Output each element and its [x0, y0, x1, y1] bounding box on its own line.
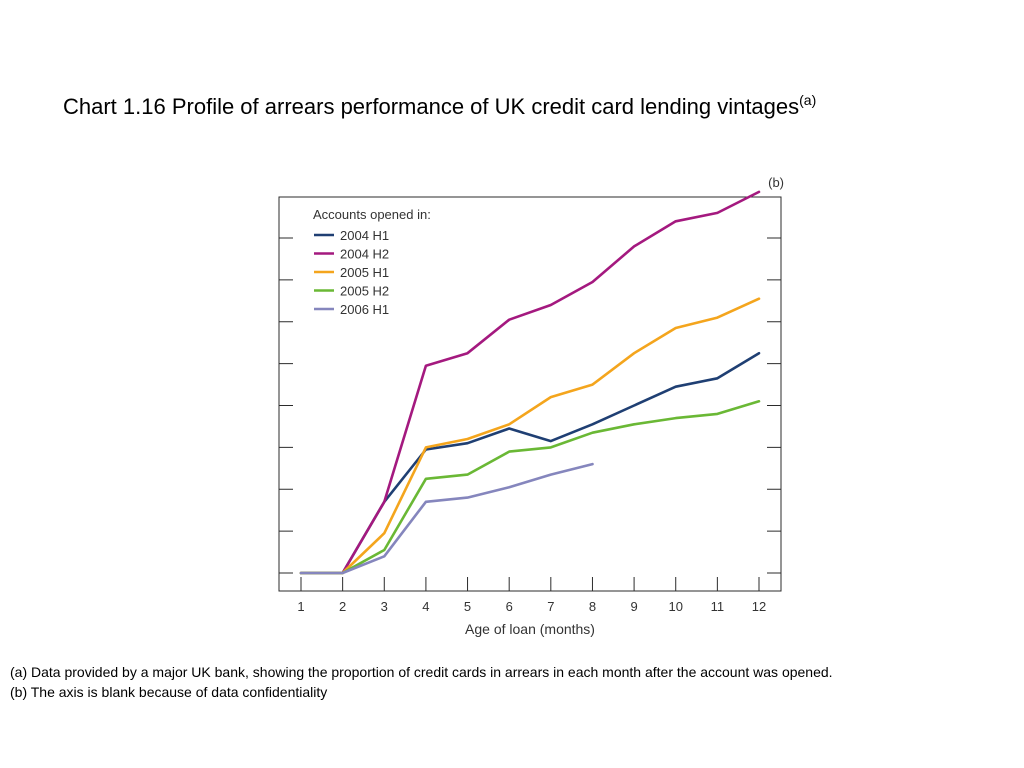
x-tick-label: 12	[752, 599, 766, 614]
x-ticks: 1 2 3 4 5 6 7 8 9 10 11 12	[297, 577, 766, 614]
footnote-b: (b) The axis is blank because of data co…	[10, 684, 328, 700]
x-tick-label: 2	[339, 599, 346, 614]
series-line-2005-h2	[299, 399, 761, 575]
legend-label: 2004 H2	[340, 247, 389, 262]
x-tick-label: 7	[547, 599, 554, 614]
x-tick-label: 5	[464, 599, 471, 614]
chart-title-text: Chart 1.16 Profile of arrears performanc…	[63, 94, 800, 119]
x-axis-label: Age of loan (months)	[465, 621, 595, 637]
legend-label: 2005 H1	[340, 265, 389, 280]
legend: Accounts opened in: 2004 H1 2004 H2 2005 H…	[313, 207, 431, 317]
legend-label: 2005 H2	[340, 284, 389, 299]
axis-note: (b)	[768, 175, 784, 190]
series-line-2005-h1	[299, 297, 761, 575]
x-tick-label: 6	[506, 599, 513, 614]
chart-title-superscript: (a)	[799, 92, 817, 108]
x-tick-label: 1	[297, 599, 304, 614]
legend-title: Accounts opened in:	[313, 207, 431, 222]
footnote-a: (a) Data provided by a major UK bank, sh…	[10, 664, 833, 680]
x-tick-label: 10	[668, 599, 682, 614]
series-lines	[299, 190, 761, 575]
x-tick-label: 3	[381, 599, 388, 614]
x-tick-label: 8	[589, 599, 596, 614]
y-ticks	[279, 237, 781, 574]
series-line-2004-h2	[299, 190, 761, 575]
series-line-2006-h1	[299, 462, 594, 575]
x-tick-label: 9	[630, 599, 637, 614]
legend-label: 2006 H1	[340, 302, 389, 317]
legend-label: 2004 H1	[340, 228, 389, 243]
chart-title: Chart 1.16 Profile of arrears performanc…	[63, 92, 816, 120]
x-tick-label: 4	[422, 599, 429, 614]
series-line-2004-h1	[299, 351, 761, 575]
x-tick-label: 11	[711, 599, 725, 614]
plot-frame	[278, 196, 782, 592]
